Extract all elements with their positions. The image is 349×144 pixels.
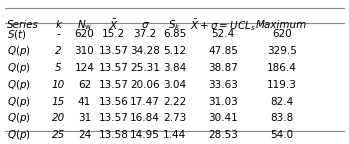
Text: 47.85: 47.85: [208, 46, 238, 56]
Text: 13.56: 13.56: [99, 96, 129, 107]
Text: -: -: [57, 29, 60, 39]
Text: 52.4: 52.4: [211, 29, 235, 39]
Text: 20.06: 20.06: [130, 80, 160, 90]
Text: 14.95: 14.95: [130, 130, 160, 140]
Text: 5.12: 5.12: [163, 46, 186, 56]
Text: $Q(p)$: $Q(p)$: [7, 128, 30, 142]
Text: 13.57: 13.57: [99, 80, 129, 90]
Text: $\bar{X} + \sigma = UCL_s$: $\bar{X} + \sigma = UCL_s$: [190, 17, 256, 33]
Text: 1.44: 1.44: [163, 130, 186, 140]
Text: 2.22: 2.22: [163, 96, 186, 107]
Text: $S_k$: $S_k$: [168, 18, 181, 32]
Text: $Q(p)$: $Q(p)$: [7, 61, 30, 75]
Text: 620: 620: [75, 29, 94, 39]
Text: 25: 25: [52, 130, 65, 140]
Text: 20: 20: [52, 113, 65, 123]
Text: 329.5: 329.5: [267, 46, 297, 56]
Text: 28.53: 28.53: [208, 130, 238, 140]
Text: 16.84: 16.84: [130, 113, 160, 123]
Text: 15: 15: [52, 96, 65, 107]
Text: Series: Series: [7, 20, 38, 30]
Text: 124: 124: [75, 63, 95, 73]
Text: 186.4: 186.4: [267, 63, 297, 73]
Text: $\sigma$: $\sigma$: [141, 20, 149, 30]
Text: 38.87: 38.87: [208, 63, 238, 73]
Text: 5: 5: [55, 63, 62, 73]
Text: 54.0: 54.0: [270, 130, 294, 140]
Text: 37.2: 37.2: [133, 29, 157, 39]
Text: 119.3: 119.3: [267, 80, 297, 90]
Text: 34.28: 34.28: [130, 46, 160, 56]
Text: 6.85: 6.85: [163, 29, 186, 39]
Text: 13.57: 13.57: [99, 63, 129, 73]
Text: 31.03: 31.03: [208, 96, 238, 107]
Text: 33.63: 33.63: [208, 80, 238, 90]
Text: Maximum: Maximum: [256, 20, 307, 30]
Text: $N_{\sf w}$: $N_{\sf w}$: [77, 18, 92, 32]
Text: 13.57: 13.57: [99, 113, 129, 123]
Text: 3.84: 3.84: [163, 63, 186, 73]
Text: 83.8: 83.8: [270, 113, 294, 123]
Text: $Q(p)$: $Q(p)$: [7, 94, 30, 109]
Text: 24: 24: [78, 130, 91, 140]
Text: 25.31: 25.31: [130, 63, 160, 73]
Text: 3.04: 3.04: [163, 80, 186, 90]
Text: $\bar{X}$: $\bar{X}$: [109, 18, 119, 32]
Text: $Q(p)$: $Q(p)$: [7, 111, 30, 125]
Text: 82.4: 82.4: [270, 96, 294, 107]
Text: $S(t)$: $S(t)$: [7, 28, 27, 41]
Text: 2.73: 2.73: [163, 113, 186, 123]
Text: 41: 41: [78, 96, 91, 107]
Text: 13.57: 13.57: [99, 46, 129, 56]
Text: 17.47: 17.47: [130, 96, 160, 107]
Text: 31: 31: [78, 113, 91, 123]
Text: 15.2: 15.2: [102, 29, 126, 39]
Text: 30.41: 30.41: [208, 113, 238, 123]
Text: $Q(p)$: $Q(p)$: [7, 78, 30, 92]
Text: 310: 310: [75, 46, 94, 56]
Text: 620: 620: [272, 29, 292, 39]
Text: k: k: [55, 20, 61, 30]
Text: 13.58: 13.58: [99, 130, 129, 140]
Text: 62: 62: [78, 80, 91, 90]
Text: $Q(p)$: $Q(p)$: [7, 44, 30, 58]
Text: 2: 2: [55, 46, 62, 56]
Text: 10: 10: [52, 80, 65, 90]
